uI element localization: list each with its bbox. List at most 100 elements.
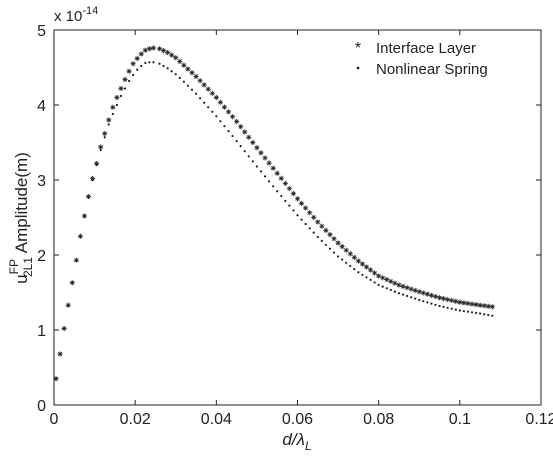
data-point-interface-layer (89, 175, 96, 182)
data-point-interface-layer (355, 258, 361, 264)
data-point-interface-layer (98, 144, 104, 150)
data-point-nonlinear-spring (377, 283, 380, 287)
y-tick-label: 2 (37, 248, 46, 265)
x-tick-label: 0.1 (449, 411, 471, 428)
y-axis-label-sub: 2L1 (21, 257, 35, 277)
data-point-nonlinear-spring (166, 67, 169, 70)
data-point-interface-layer (286, 185, 292, 192)
data-point-nonlinear-spring (430, 302, 433, 305)
y-multiplier: x 10-14 (54, 5, 98, 25)
data-point-interface-layer (270, 165, 276, 171)
data-point-interface-layer (94, 160, 100, 167)
data-point-nonlinear-spring (259, 170, 263, 173)
data-point-interface-layer (412, 287, 418, 293)
data-point-nonlinear-spring (353, 268, 356, 271)
data-point-interface-layer (445, 296, 451, 303)
data-point-interface-layer (205, 86, 211, 92)
y-multiplier-exponent: -14 (82, 5, 98, 17)
data-point-nonlinear-spring (215, 115, 218, 118)
data-point-interface-layer (110, 104, 116, 110)
data-point-interface-layer (225, 109, 232, 115)
data-point-nonlinear-spring (487, 313, 490, 317)
data-point-interface-layer (367, 267, 374, 273)
data-point-nonlinear-spring (219, 120, 222, 123)
data-point-nonlinear-spring (144, 61, 147, 65)
data-point-nonlinear-spring (119, 94, 123, 98)
data-point-interface-layer (307, 210, 313, 216)
data-point-interface-layer (339, 244, 345, 250)
x-tick-label: 0.12 (525, 411, 553, 428)
data-point-interface-layer (327, 232, 333, 238)
data-point-interface-layer (258, 150, 264, 156)
data-point-nonlinear-spring (284, 199, 287, 202)
data-point-nonlinear-spring (83, 214, 86, 218)
y-tick-label: 0 (37, 398, 46, 415)
data-point-interface-layer (457, 299, 463, 305)
data-point-nonlinear-spring (95, 163, 98, 167)
data-point-interface-layer (311, 214, 317, 220)
data-point-nonlinear-spring (442, 305, 445, 308)
data-point-interface-layer (156, 46, 163, 52)
data-point-interface-layer (217, 99, 223, 105)
data-point-interface-layer (254, 145, 260, 151)
data-point-interface-layer (396, 282, 402, 288)
data-point-nonlinear-spring (349, 264, 352, 268)
data-point-interface-layer (294, 196, 301, 202)
data-point-nonlinear-spring (324, 243, 328, 246)
data-point-interface-layer (363, 264, 370, 270)
data-point-nonlinear-spring (381, 285, 384, 288)
data-point-nonlinear-spring (148, 61, 151, 64)
data-point-interface-layer (404, 285, 410, 291)
data-point-nonlinear-spring (357, 271, 360, 274)
data-point-interface-layer (165, 49, 171, 56)
data-point-interface-layer (150, 45, 157, 51)
data-point-interface-layer (246, 134, 252, 140)
y-tick-label: 4 (37, 98, 46, 115)
data-point-interface-layer (290, 191, 297, 197)
data-point-nonlinear-spring (152, 61, 155, 64)
data-point-nonlinear-spring (67, 304, 70, 307)
data-point-interface-layer (106, 117, 112, 123)
data-point-nonlinear-spring (405, 294, 409, 298)
data-point-nonlinear-spring (71, 281, 74, 284)
data-point-nonlinear-spring (479, 312, 482, 315)
data-point-interface-layer (266, 160, 272, 166)
data-point-nonlinear-spring (304, 222, 307, 226)
y-axis-label-suffix: Amplitude(m) (12, 152, 31, 257)
data-point-nonlinear-spring (54, 377, 58, 380)
data-point-nonlinear-spring (483, 313, 486, 316)
x-axis-label-greek: λ (296, 430, 305, 449)
data-point-nonlinear-spring (235, 139, 238, 143)
data-point-interface-layer (372, 270, 378, 276)
data-point-interface-layer (234, 118, 240, 125)
legend: * Interface Layer Nonlinear Spring (355, 40, 488, 78)
y-tick-label: 1 (37, 323, 46, 340)
legend-label-nonlinear-spring: Nonlinear Spring (376, 61, 488, 78)
data-point-nonlinear-spring (140, 64, 143, 68)
y-axis-label: uFP2L1 Amplitude(m) (7, 152, 35, 284)
data-point-interface-layer (380, 275, 386, 281)
data-point-nonlinear-spring (438, 304, 441, 308)
y-tick-label: 3 (37, 173, 46, 190)
data-point-nonlinear-spring (132, 73, 135, 77)
data-point-interface-layer (173, 55, 179, 61)
data-point-nonlinear-spring (223, 125, 226, 128)
data-point-interface-layer (359, 261, 366, 267)
data-point-interface-layer (169, 52, 175, 58)
data-point-interface-layer (278, 175, 284, 181)
data-point-nonlinear-spring (312, 231, 315, 234)
data-point-nonlinear-spring (316, 235, 319, 239)
data-point-nonlinear-spring (107, 123, 110, 126)
y-tick-label: 5 (37, 23, 46, 40)
legend-marker-interface-layer: * (355, 40, 361, 57)
data-point-nonlinear-spring (227, 130, 230, 133)
data-point-nonlinear-spring (170, 70, 173, 73)
data-point-interface-layer (209, 90, 215, 96)
data-point-nonlinear-spring (251, 160, 254, 163)
data-point-nonlinear-spring (263, 175, 267, 178)
data-point-nonlinear-spring (75, 259, 78, 262)
data-point-interface-layer (469, 301, 475, 307)
data-point-nonlinear-spring (182, 80, 185, 83)
data-point-interface-layer (461, 300, 467, 306)
